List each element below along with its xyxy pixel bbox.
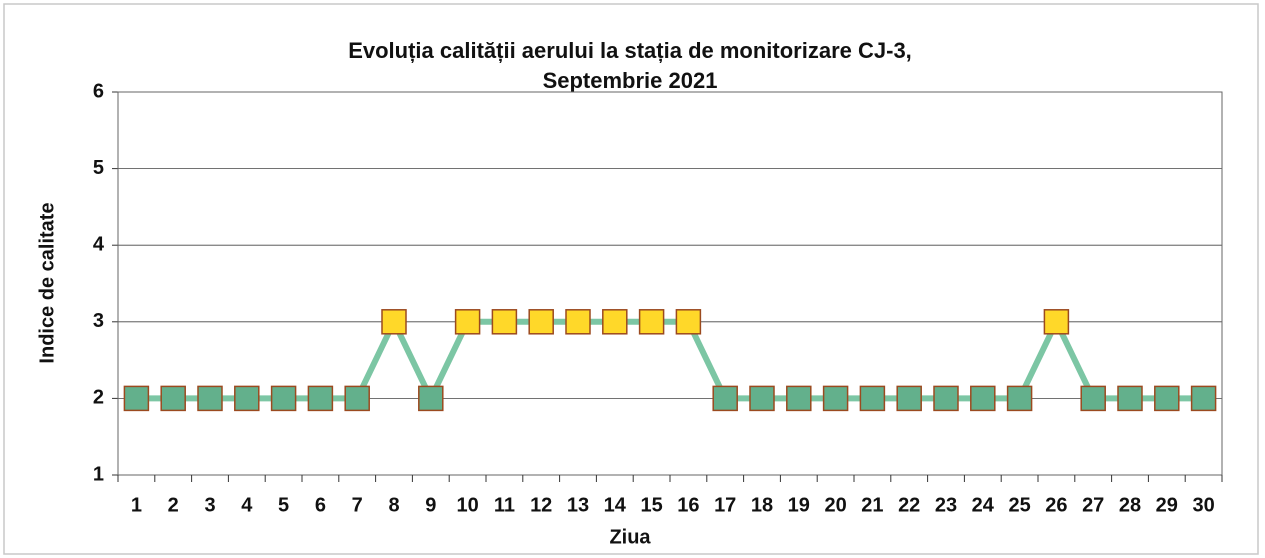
chart-subtitle: Septembrie 2021: [543, 68, 718, 93]
marker: [786, 385, 812, 412]
marker: [859, 385, 886, 412]
x-tick-label: 23: [935, 494, 957, 516]
chart-title: Evoluția calității aerului la stația de …: [348, 38, 912, 63]
marker: [491, 309, 518, 335]
x-tick-label: 30: [1192, 494, 1214, 516]
y-tick-label: 5: [93, 157, 104, 179]
marker: [970, 385, 996, 412]
x-tick-label: 9: [425, 494, 436, 516]
chart-frame: [3, 3, 1259, 555]
x-tick-label: 8: [388, 494, 399, 516]
x-tick-label: 6: [315, 494, 326, 516]
y-tick-label: 1: [93, 463, 104, 485]
marker: [197, 385, 223, 412]
x-axis-label: Ziua: [609, 526, 651, 548]
y-tick-label: 6: [93, 80, 104, 102]
marker: [307, 385, 334, 412]
x-tick-label: 19: [788, 494, 810, 516]
marker: [234, 385, 260, 412]
x-tick-label: 26: [1045, 494, 1067, 516]
x-tick-label: 3: [204, 494, 215, 516]
x-tick-label: 4: [241, 494, 253, 516]
marker: [1154, 385, 1180, 412]
y-axis-label: Indice de calitate: [36, 202, 58, 363]
y-tick-label: 2: [93, 387, 104, 409]
marker: [454, 309, 481, 335]
marker: [123, 385, 150, 412]
marker: [344, 385, 370, 412]
x-tick-label: 5: [278, 494, 289, 516]
x-tick-label: 13: [567, 494, 589, 516]
x-tick-label: 22: [898, 494, 920, 516]
x-tick-label: 28: [1119, 494, 1141, 516]
marker: [1043, 309, 1070, 335]
x-tick-label: 15: [640, 494, 662, 516]
marker: [933, 385, 959, 412]
marker: [1190, 385, 1217, 412]
y-tick-label: 3: [93, 310, 104, 332]
x-tick-label: 18: [751, 494, 773, 516]
marker: [675, 309, 702, 335]
x-tick-label: 21: [861, 494, 883, 516]
marker: [418, 385, 444, 412]
x-tick-label: 20: [824, 494, 846, 516]
x-tick-label: 17: [714, 494, 736, 516]
x-tick-label: 25: [1008, 494, 1030, 516]
marker: [1117, 385, 1143, 412]
marker: [381, 309, 407, 335]
x-tick-label: 14: [604, 494, 627, 516]
x-tick-label: 29: [1156, 494, 1178, 516]
y-tick-label: 4: [93, 233, 105, 255]
x-tick-label: 10: [456, 494, 478, 516]
marker: [565, 309, 591, 335]
marker: [602, 309, 628, 335]
x-tick-label: 7: [352, 494, 363, 516]
x-tick-label: 12: [530, 494, 552, 516]
x-tick-label: 27: [1082, 494, 1104, 516]
marker: [160, 385, 186, 412]
x-tick-label: 11: [494, 494, 515, 516]
marker: [712, 385, 738, 412]
marker: [822, 385, 849, 412]
marker: [1006, 385, 1033, 412]
marker: [638, 309, 665, 335]
x-tick-label: 24: [972, 494, 995, 516]
marker: [749, 385, 775, 412]
x-tick-label: 1: [131, 494, 142, 516]
x-tick-label: 2: [168, 494, 179, 516]
marker: [528, 309, 554, 335]
marker: [896, 385, 922, 412]
x-tick-label: 16: [677, 494, 699, 516]
marker: [270, 385, 297, 412]
marker: [1080, 385, 1106, 412]
